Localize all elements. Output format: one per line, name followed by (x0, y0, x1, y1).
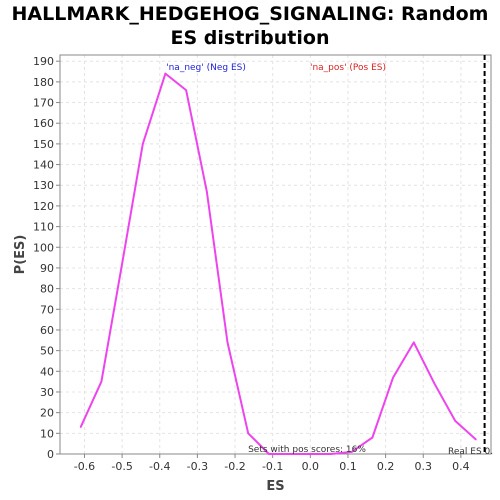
series-point (309, 453, 312, 455)
series-point (185, 89, 187, 91)
x-tick-label: 0.2 (377, 460, 395, 473)
y-tick-label: 130 (33, 179, 54, 192)
series-point (371, 436, 374, 439)
series-point (142, 143, 144, 145)
x-tick-label: 0.0 (302, 460, 320, 473)
y-tick-label: 140 (33, 159, 54, 172)
x-tick-label: -0.4 (149, 460, 170, 473)
x-tick-label: -0.1 (262, 460, 283, 473)
x-tick-label: 0.3 (414, 460, 432, 473)
series-point (454, 420, 457, 422)
sets-pos-scores-label: Sets with pos scores: 16% (248, 445, 366, 455)
grid (60, 55, 491, 455)
series-point (350, 451, 353, 453)
neg-label: 'na_neg' (Neg ES) (166, 63, 246, 73)
y-tick-label: 50 (40, 345, 54, 358)
x-tick-label: -0.3 (187, 460, 208, 473)
y-tick-label: 160 (33, 117, 54, 130)
y-tick-label: 80 (40, 283, 54, 296)
y-axis: 0 10 20 30 40 50 60 70 80 90 100 110 120 130 140 150 160… (33, 55, 60, 461)
y-tick-label: 110 (33, 221, 54, 234)
series-point (206, 190, 208, 193)
y-tick-label: 190 (33, 55, 54, 68)
y-tick-label: 70 (40, 303, 54, 316)
series-line (79, 72, 477, 455)
x-axis-label: ES (266, 479, 284, 494)
y-tick-label: 60 (40, 324, 54, 337)
series-point (247, 432, 250, 435)
series-point (288, 453, 291, 455)
y-tick-label: 100 (33, 241, 54, 254)
real-es-label: Real ES 0. (448, 447, 493, 457)
y-axis-label: P(ES) (13, 235, 28, 275)
series-point (164, 72, 167, 75)
y-tick-label: 120 (33, 200, 54, 213)
series-point (433, 382, 436, 385)
y-tick-label: 90 (40, 262, 54, 275)
x-axis: -0.6 -0.5 -0.4 -0.3 -0.2 -0.1 0.0 0.1 0.2 0.3 0.4 (74, 454, 470, 473)
y-tick-label: 180 (33, 76, 54, 89)
series-point (226, 341, 229, 344)
series-point (79, 426, 82, 428)
y-tick-label: 20 (40, 407, 54, 420)
chart-title-line2: ES distribution (170, 27, 330, 49)
x-tick-label: -0.2 (224, 460, 245, 473)
series-point (392, 376, 394, 379)
series-point (100, 380, 103, 383)
series-point (330, 453, 332, 455)
pos-label: 'na_pos' (Pos ES) (310, 63, 386, 73)
y-tick-label: 30 (40, 386, 54, 399)
y-tick-label: 150 (33, 138, 54, 151)
x-tick-label: 0.1 (339, 460, 357, 473)
y-tick-label: 40 (40, 365, 54, 378)
x-tick-label: -0.6 (74, 460, 95, 473)
x-tick-label: -0.5 (111, 460, 132, 473)
x-tick-label: 0.4 (452, 460, 470, 473)
chart-title-line1: HALLMARK_HEDGEHOG_SIGNALING: Random (11, 3, 489, 25)
series-point (475, 438, 477, 441)
y-tick-label: 0 (47, 448, 54, 461)
series-point (268, 453, 270, 455)
y-tick-label: 10 (40, 427, 54, 440)
series-points (79, 72, 477, 455)
series-point (413, 341, 415, 344)
chart-title: HALLMARK_HEDGEHOG_SIGNALING: Random ES d… (0, 2, 500, 50)
series-point (121, 263, 123, 265)
y-tick-label: 170 (33, 97, 54, 110)
